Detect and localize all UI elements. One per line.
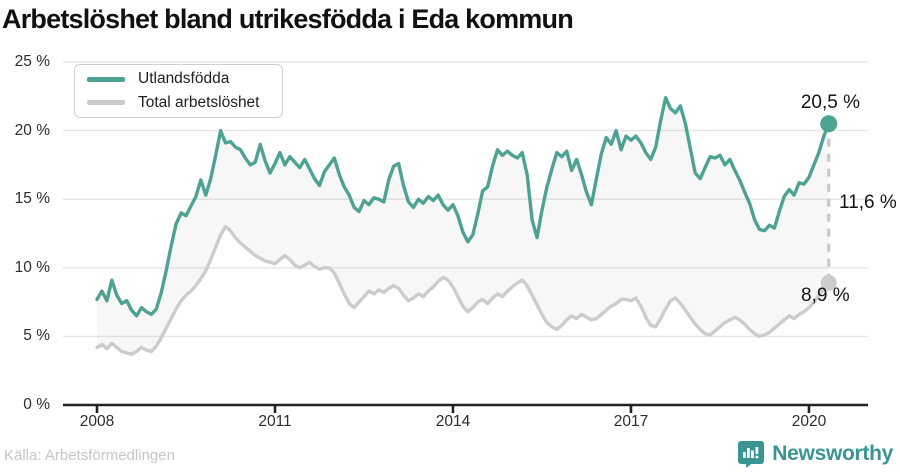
annotation-difference: 11,6 % xyxy=(839,192,897,213)
y-axis-label-20: 20 % xyxy=(14,121,50,139)
legend-item-utlandsfodda: Utlandsfödda xyxy=(87,70,282,88)
legend-label-total: Total arbetslöshet xyxy=(138,93,260,111)
newsworthy-branding: Newsworthy xyxy=(737,440,893,468)
y-axis-label-10: 10 % xyxy=(14,258,50,276)
x-axis-label-2008: 2008 xyxy=(79,413,115,430)
y-axis-label-25: 25 % xyxy=(14,53,50,70)
x-axis-label-2017: 2017 xyxy=(613,413,649,430)
source-credit: Källa: Arbetsförmedlingen xyxy=(4,447,175,464)
x-axis-label-2014: 2014 xyxy=(435,413,471,430)
newsworthy-wordmark: Newsworthy xyxy=(772,442,893,465)
legend-item-total: Total arbetslöshet xyxy=(87,94,282,112)
x-axis-label-2011: 2011 xyxy=(258,413,292,430)
chart-legend: Utlandsfödda Total arbetslöshet xyxy=(74,64,283,118)
newsworthy-chart-bubble-icon xyxy=(738,441,765,468)
annotation-foreign-born-latest: 20,5 % xyxy=(800,92,860,113)
y-axis-label-15: 15 % xyxy=(14,190,50,208)
legend-label-utlandsfodda: Utlandsfödda xyxy=(138,70,230,88)
y-axis-label-0: 0 % xyxy=(23,396,50,413)
annotation-total-latest: 8,9 % xyxy=(801,285,850,306)
chart-title: Arbetslöshet bland utrikesfödda i Eda ko… xyxy=(2,4,574,34)
x-axis-label-2020: 2020 xyxy=(791,413,827,430)
legend-swatch-utlandsfodda xyxy=(87,77,125,82)
y-axis-label-5: 5 % xyxy=(23,327,50,345)
legend-swatch-total xyxy=(87,100,125,105)
